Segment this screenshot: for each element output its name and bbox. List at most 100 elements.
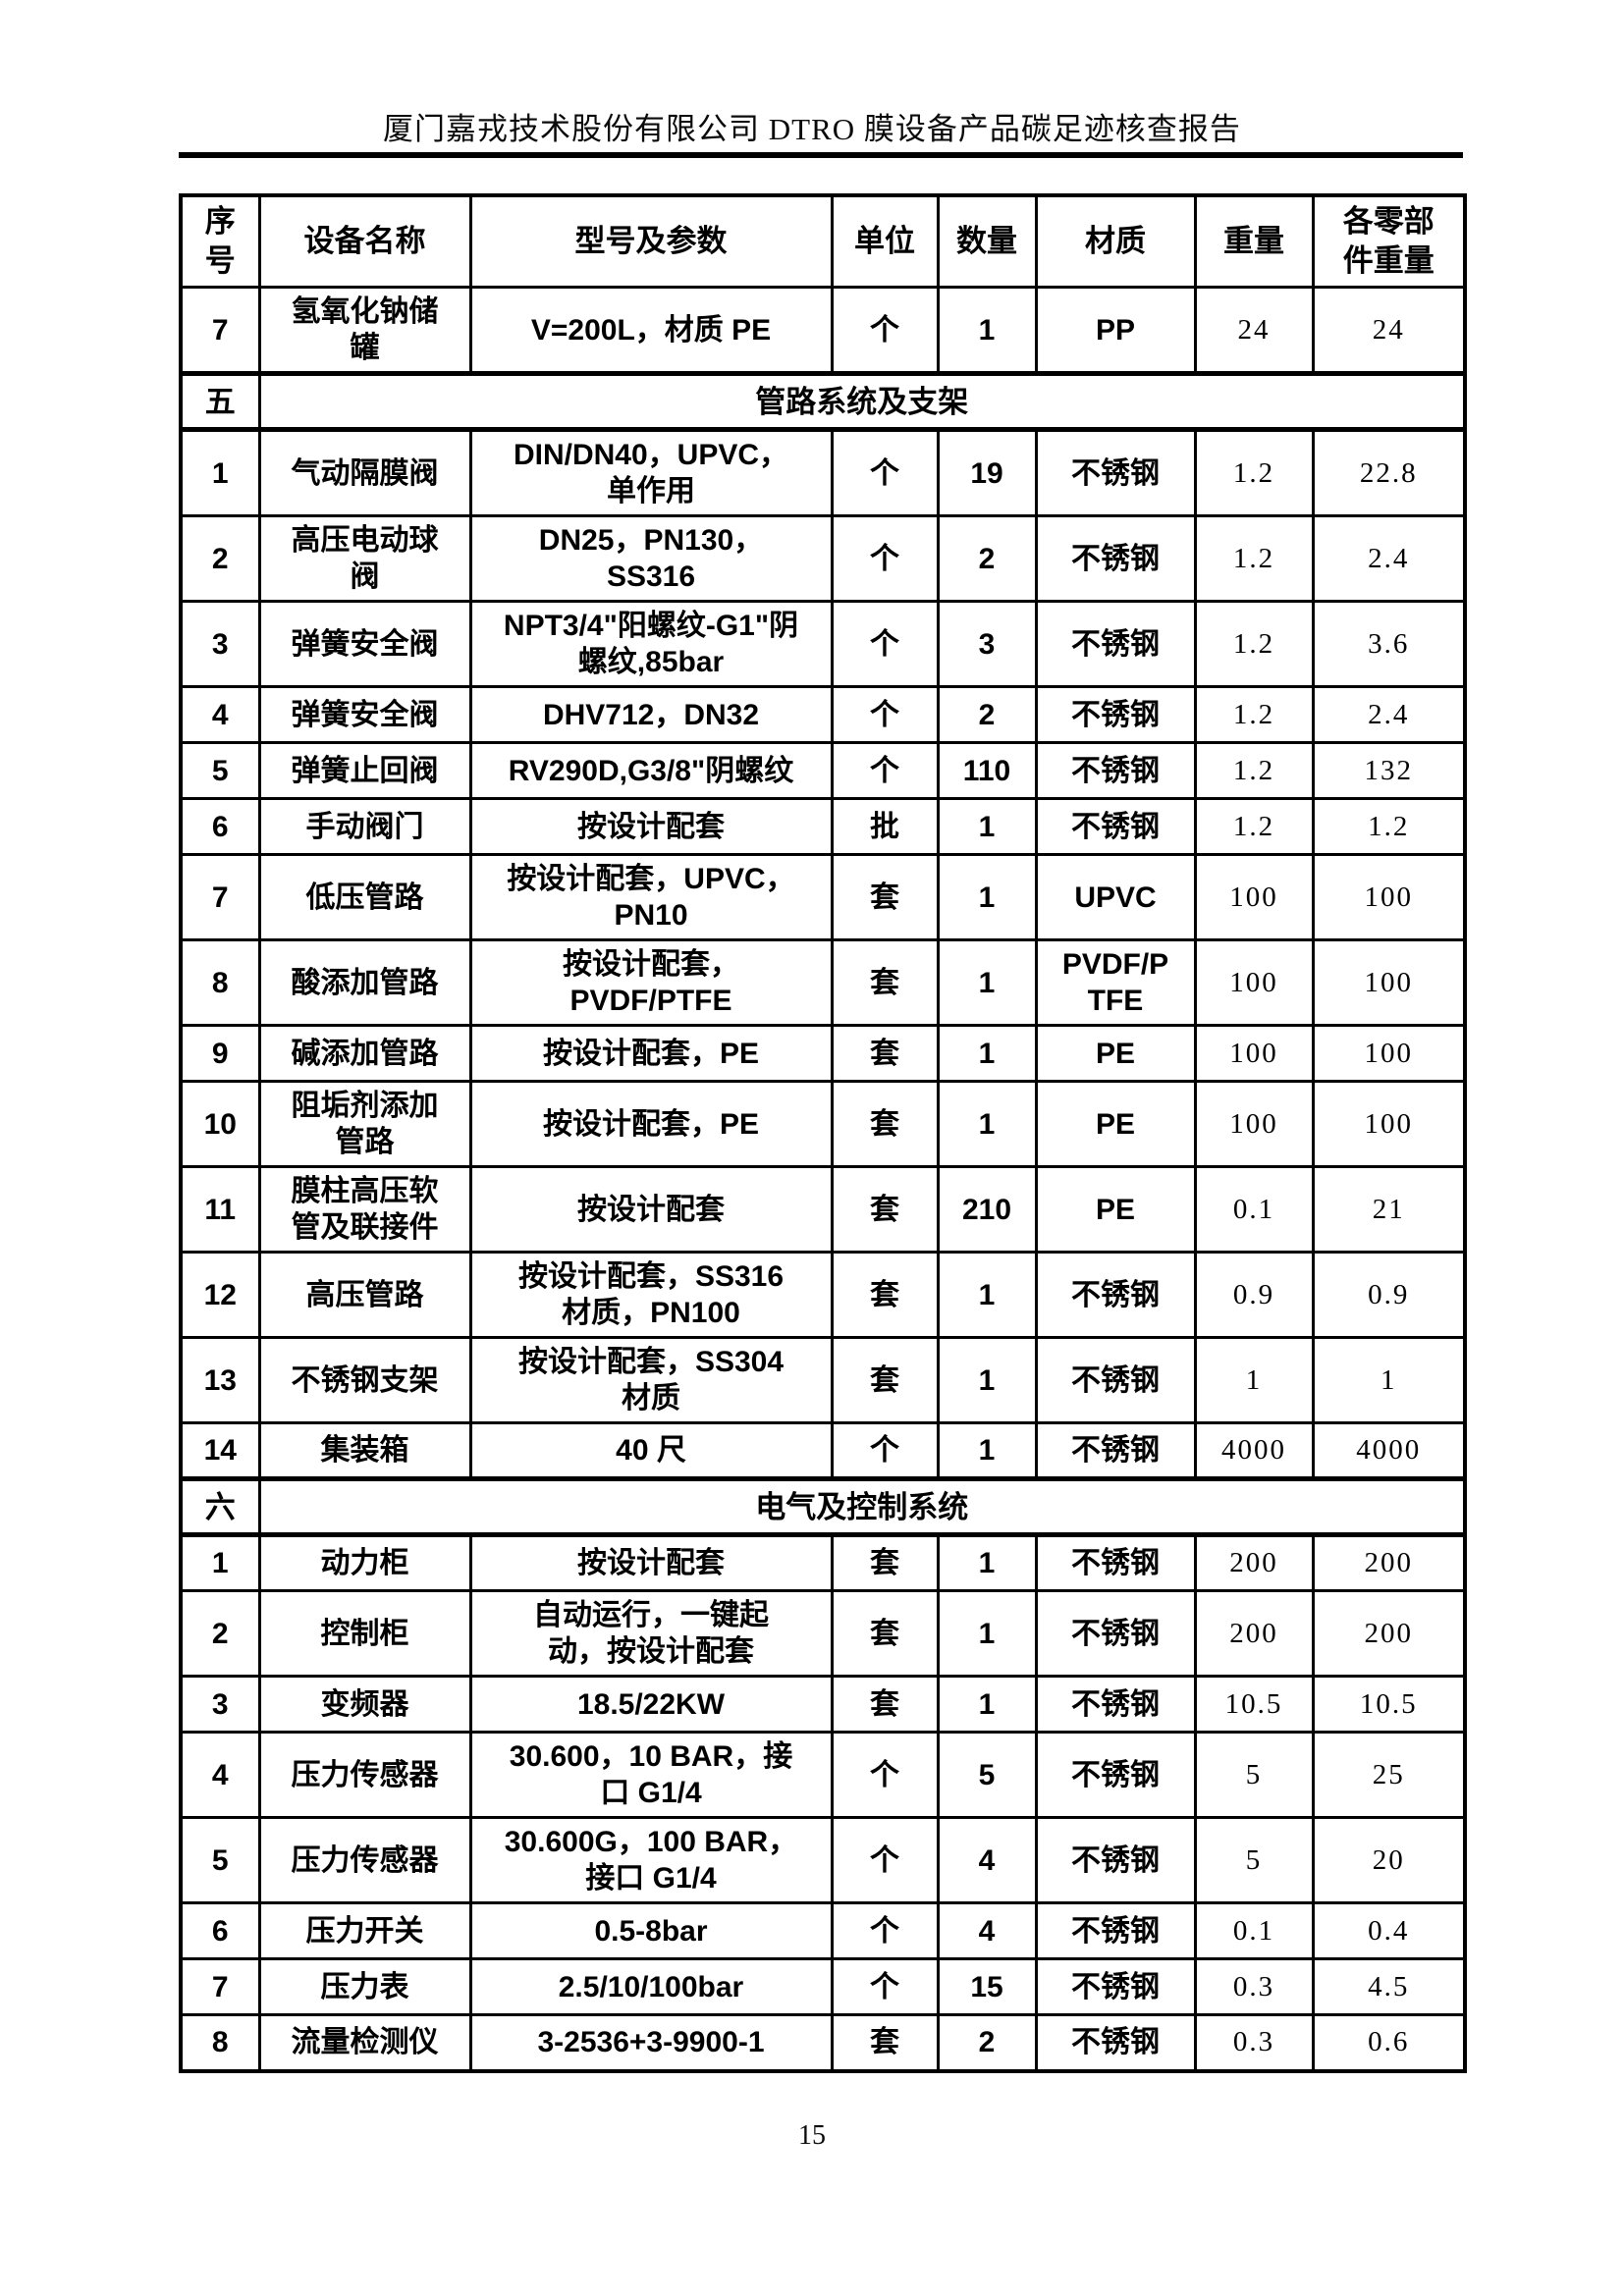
cell-name: 压力表 xyxy=(257,1957,472,2016)
cell-model: 按设计配套 xyxy=(468,797,834,856)
cell-parts-weight: 132 xyxy=(1311,741,1467,800)
table-row: 7 压力表 2.5/10/100bar 个 15 不锈钢 0.3 4.5 xyxy=(179,1957,1467,2016)
col-header-model-params: 型号及参数 xyxy=(468,193,834,289)
cell-qty: 4 xyxy=(936,1901,1038,1960)
cell-weight: 200 xyxy=(1193,1533,1315,1592)
col-header-serial: 序 号 xyxy=(179,193,261,289)
cell-name: 控制柜 xyxy=(257,1589,472,1678)
table-row: 7 低压管路 按设计配套，UPVC， PN10 套 1 UPVC 100 100 xyxy=(179,853,1467,941)
table-row: 7 氢氧化钠储 罐 V=200L，材质 PE 个 1 PP 24 24 xyxy=(179,286,1467,375)
cell-name: 压力传感器 xyxy=(257,1816,472,1904)
cell-serial: 7 xyxy=(179,286,261,375)
cell-weight: 5 xyxy=(1193,1816,1315,1904)
cell-weight: 100 xyxy=(1193,938,1315,1027)
cell-model: 按设计配套，SS304 材质 xyxy=(468,1336,834,1424)
cell-qty: 3 xyxy=(936,600,1038,688)
cell-serial: 12 xyxy=(179,1251,261,1339)
cell-material: 不锈钢 xyxy=(1034,1731,1197,1819)
cell-model: DHV712，DN32 xyxy=(468,685,834,744)
cell-material: 不锈钢 xyxy=(1034,1901,1197,1960)
cell-name: 手动阀门 xyxy=(257,797,472,856)
col-header-unit: 单位 xyxy=(830,193,940,289)
cell-name: 弹簧止回阀 xyxy=(257,741,472,800)
cell-unit: 个 xyxy=(830,428,940,517)
cell-unit: 个 xyxy=(830,685,940,744)
cell-model: 按设计配套，SS316 材质，PN100 xyxy=(468,1251,834,1339)
cell-serial: 5 xyxy=(179,741,261,800)
cell-material: 不锈钢 xyxy=(1034,685,1197,744)
cell-model: DN25，PN130， SS316 xyxy=(468,514,834,603)
cell-material: PE xyxy=(1034,1024,1197,1083)
col-header-equipment-name: 设备名称 xyxy=(257,193,472,289)
cell-qty: 1 xyxy=(936,1024,1038,1083)
cell-unit: 个 xyxy=(830,1731,940,1819)
section-index-cell: 六 xyxy=(179,1476,261,1537)
cell-name: 集装箱 xyxy=(257,1421,472,1480)
cell-material: 不锈钢 xyxy=(1034,1675,1197,1734)
cell-model: NPT3/4"阳螺纹-G1"阴 螺纹,85bar xyxy=(468,600,834,688)
cell-material: 不锈钢 xyxy=(1034,797,1197,856)
cell-unit: 套 xyxy=(830,1080,940,1168)
cell-weight: 1.2 xyxy=(1193,797,1315,856)
cell-serial: 3 xyxy=(179,1675,261,1734)
cell-qty: 210 xyxy=(936,1165,1038,1254)
cell-qty: 15 xyxy=(936,1957,1038,2016)
table-row: 4 压力传感器 30.600，10 BAR，接 口 G1/4 个 5 不锈钢 5 25 xyxy=(179,1731,1467,1819)
table-row: 9 碱添加管路 按设计配套，PE 套 1 PE 100 100 xyxy=(179,1024,1467,1083)
cell-serial: 3 xyxy=(179,600,261,688)
table-row: 12 高压管路 按设计配套，SS316 材质，PN100 套 1 不锈钢 0.9 0.9 xyxy=(179,1251,1467,1339)
cell-serial: 1 xyxy=(179,1533,261,1592)
cell-weight: 200 xyxy=(1193,1589,1315,1678)
cell-model: 0.5-8bar xyxy=(468,1901,834,1960)
cell-weight: 0.3 xyxy=(1193,2013,1315,2072)
cell-serial: 5 xyxy=(179,1816,261,1904)
col-header-material: 材质 xyxy=(1034,193,1197,289)
section-row: 五管路系统及支架 xyxy=(179,371,1467,432)
cell-serial: 8 xyxy=(179,938,261,1027)
cell-unit: 个 xyxy=(830,514,940,603)
cell-unit: 套 xyxy=(830,938,940,1027)
cell-model: DIN/DN40，UPVC， 单作用 xyxy=(468,428,834,517)
cell-name: 阻垢剂添加 管路 xyxy=(257,1080,472,1168)
table-row: 1 气动隔膜阀 DIN/DN40，UPVC， 单作用个 19 不锈钢 1.2 22.8 xyxy=(179,428,1467,517)
cell-parts-weight: 4000 xyxy=(1311,1421,1467,1480)
cell-weight: 1.2 xyxy=(1193,514,1315,603)
cell-parts-weight: 0.4 xyxy=(1311,1901,1467,1960)
title-rule xyxy=(179,152,1463,158)
table-row: 6 压力开关 0.5-8bar 个 4 不锈钢 0.1 0.4 xyxy=(179,1901,1467,1960)
table-row: 13 不锈钢支架 按设计配套，SS304 材质套 1 不锈钢 1 1 xyxy=(179,1336,1467,1424)
section-label-cell: 管路系统及支架 xyxy=(257,371,1467,432)
table-row: 11 膜柱高压软 管及联接件 按设计配套套 210 PE 0.1 21 xyxy=(179,1165,1467,1254)
cell-unit: 个 xyxy=(830,286,940,375)
cell-unit: 个 xyxy=(830,1421,940,1480)
cell-qty: 5 xyxy=(936,1731,1038,1819)
cell-qty: 1 xyxy=(936,1533,1038,1592)
cell-weight: 1.2 xyxy=(1193,685,1315,744)
cell-material: 不锈钢 xyxy=(1034,600,1197,688)
cell-serial: 2 xyxy=(179,1589,261,1678)
cell-name: 动力柜 xyxy=(257,1533,472,1592)
cell-model: 按设计配套 xyxy=(468,1533,834,1592)
cell-model: RV290D,G3/8"阴螺纹 xyxy=(468,741,834,800)
cell-qty: 1 xyxy=(936,1675,1038,1734)
cell-qty: 1 xyxy=(936,797,1038,856)
cell-serial: 13 xyxy=(179,1336,261,1424)
cell-model: 18.5/22KW xyxy=(468,1675,834,1734)
cell-name: 膜柱高压软 管及联接件 xyxy=(257,1165,472,1254)
cell-material: 不锈钢 xyxy=(1034,1957,1197,2016)
cell-parts-weight: 1.2 xyxy=(1311,797,1467,856)
cell-name: 氢氧化钠储 罐 xyxy=(257,286,472,375)
cell-weight: 5 xyxy=(1193,1731,1315,1819)
cell-weight: 1.2 xyxy=(1193,741,1315,800)
cell-material: PP xyxy=(1034,286,1197,375)
cell-model: 按设计配套，UPVC， PN10 xyxy=(468,853,834,941)
col-header-parts-weight: 各零部 件重量 xyxy=(1311,193,1467,289)
cell-material: 不锈钢 xyxy=(1034,1589,1197,1678)
table-row: 1 动力柜 按设计配套套 1 不锈钢 200 200 xyxy=(179,1533,1467,1592)
header-row: 序 号 设备名称 型号及参数 单位 数量 材质 重量 各零部 件重量 xyxy=(179,193,1467,289)
cell-model: 按设计配套 xyxy=(468,1165,834,1254)
cell-unit: 个 xyxy=(830,600,940,688)
cell-weight: 0.9 xyxy=(1193,1251,1315,1339)
cell-unit: 套 xyxy=(830,1024,940,1083)
cell-name: 弹簧安全阀 xyxy=(257,685,472,744)
